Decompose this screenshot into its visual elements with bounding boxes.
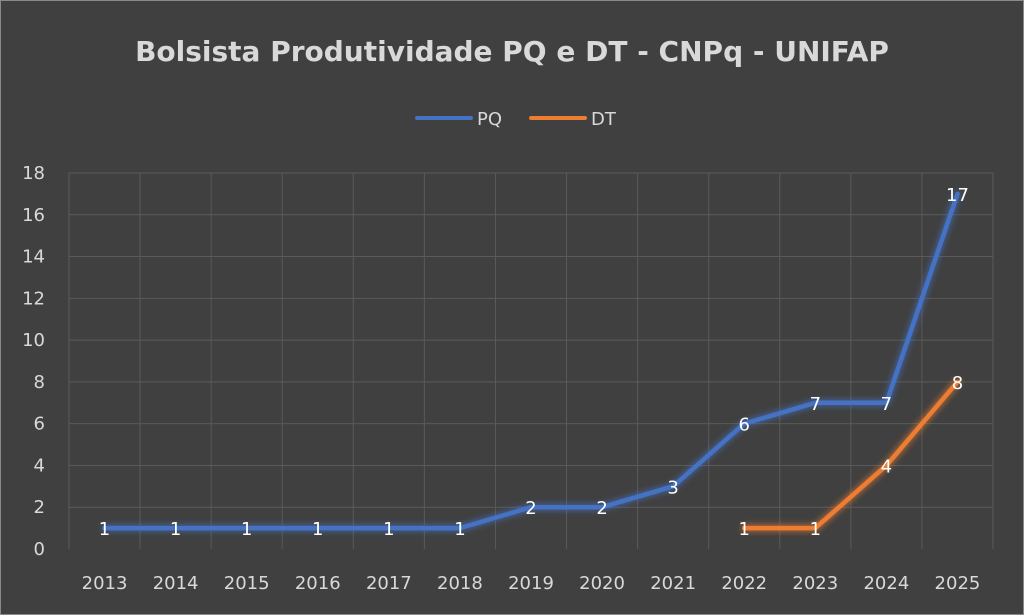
x-tick-label: 2022 xyxy=(721,573,767,594)
legend-label-pq: PQ xyxy=(477,109,502,130)
x-tick-label: 2019 xyxy=(508,573,554,594)
x-tick-label: 2017 xyxy=(366,573,412,594)
series-line-pq xyxy=(102,191,960,531)
data-label-pq: 7 xyxy=(881,394,892,415)
x-tick-label: 2013 xyxy=(82,573,128,594)
data-label-dt: 1 xyxy=(739,519,750,540)
x-tick-label: 2024 xyxy=(863,573,909,594)
x-tick-label: 2023 xyxy=(792,573,838,594)
x-tick-label: 2020 xyxy=(579,573,625,594)
data-label-pq: 17 xyxy=(946,185,969,206)
x-tick-label: 2025 xyxy=(935,573,981,594)
y-tick-label: 14 xyxy=(22,247,45,268)
chart-title: Bolsista Produtividade PQ e DT - CNPq - … xyxy=(135,35,889,68)
y-tick-label: 2 xyxy=(34,497,45,518)
data-label-pq: 1 xyxy=(312,519,323,540)
x-tick-label: 2018 xyxy=(437,573,483,594)
data-label-pq: 3 xyxy=(667,477,678,498)
y-tick-label: 16 xyxy=(22,205,45,226)
x-axis: 2013 2014 2015 2016 2017 2018 2019 2020 2021 2022… xyxy=(82,573,981,594)
x-tick-label: 2014 xyxy=(153,573,199,594)
data-label-pq: 2 xyxy=(596,498,607,519)
data-label-pq: 1 xyxy=(454,519,465,540)
gridlines xyxy=(68,172,994,549)
y-tick-label: 18 xyxy=(22,163,45,184)
data-label-pq: 1 xyxy=(170,519,181,540)
series-line-dt xyxy=(741,379,960,531)
y-tick-label: 8 xyxy=(34,372,45,393)
data-label-pq: 2 xyxy=(525,498,536,519)
data-label-pq: 1 xyxy=(383,519,394,540)
legend: PQ DT xyxy=(415,109,617,130)
data-label-pq: 6 xyxy=(739,415,750,436)
x-tick-label: 2015 xyxy=(224,573,270,594)
data-label-pq: 7 xyxy=(810,394,821,415)
y-tick-label: 0 xyxy=(34,539,45,560)
data-label-pq: 1 xyxy=(99,519,110,540)
y-tick-label: 6 xyxy=(34,414,45,435)
x-tick-label: 2016 xyxy=(295,573,341,594)
y-tick-label: 12 xyxy=(22,288,45,309)
legend-label-dt: DT xyxy=(591,109,617,130)
data-label-dt: 8 xyxy=(952,373,963,394)
y-tick-label: 4 xyxy=(34,455,45,476)
data-label-pq: 1 xyxy=(241,519,252,540)
series-layer xyxy=(102,191,960,531)
y-axis: 0 2 4 6 8 10 12 14 16 18 xyxy=(22,163,45,560)
data-label-dt: 1 xyxy=(810,519,821,540)
y-tick-label: 10 xyxy=(22,330,45,351)
x-tick-label: 2021 xyxy=(650,573,696,594)
data-label-dt: 4 xyxy=(881,456,892,477)
data-labels: 1 1 1 1 1 1 2 2 3 6 7 7 17 1 1 4 8 xyxy=(99,185,969,540)
